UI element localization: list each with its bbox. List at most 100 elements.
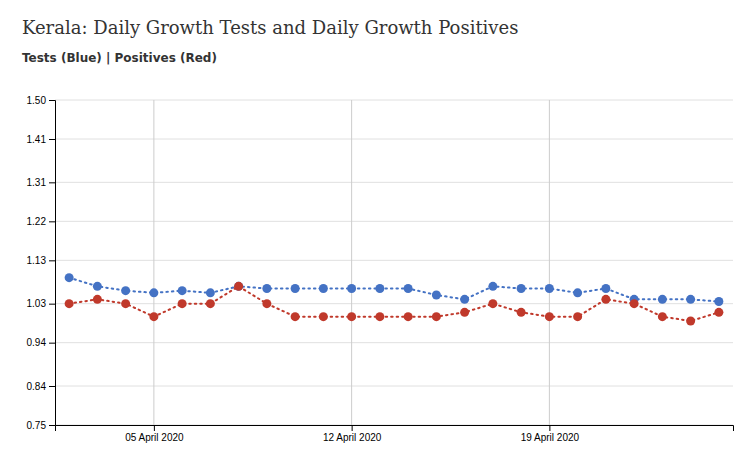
y-tick: 0.84 bbox=[27, 381, 55, 392]
point bbox=[714, 308, 723, 317]
y-tick: 1.13 bbox=[27, 255, 55, 266]
y-tick: 1.41 bbox=[27, 134, 55, 145]
point bbox=[234, 282, 243, 291]
y-tick: 1.22 bbox=[27, 216, 55, 227]
point bbox=[93, 282, 102, 291]
y-tick-label: 1.13 bbox=[27, 255, 47, 266]
series-line bbox=[69, 278, 719, 302]
chart-container: Kerala: Daily Growth Tests and Daily Gro… bbox=[0, 0, 753, 465]
series-line bbox=[69, 286, 719, 321]
point bbox=[347, 284, 356, 293]
series bbox=[65, 273, 724, 306]
point bbox=[121, 299, 130, 308]
y-tick: 0.75 bbox=[27, 420, 55, 431]
x-tick: 05 April 2020 bbox=[125, 425, 184, 443]
point bbox=[686, 295, 695, 304]
y-tick: 0.94 bbox=[27, 337, 55, 348]
x-tick-mark bbox=[549, 425, 550, 431]
week-line bbox=[153, 100, 154, 425]
point bbox=[65, 273, 74, 282]
week-line bbox=[549, 100, 550, 425]
point bbox=[262, 284, 271, 293]
point bbox=[460, 308, 469, 317]
point bbox=[432, 312, 441, 321]
y-tick-mark bbox=[49, 182, 55, 183]
title: Kerala: Daily Growth Tests and Daily Gro… bbox=[22, 17, 518, 38]
y-tick-label: 0.94 bbox=[27, 337, 47, 348]
y-axis-line bbox=[49, 101, 56, 426]
grid-line bbox=[55, 386, 733, 387]
x-tick: 19 April 2020 bbox=[521, 425, 580, 443]
y-tick: 1.03 bbox=[27, 298, 55, 309]
y-tick: 1.50 bbox=[27, 95, 55, 106]
point bbox=[319, 284, 328, 293]
grid-line bbox=[55, 100, 733, 101]
point bbox=[686, 317, 695, 326]
grid bbox=[55, 100, 733, 425]
point bbox=[291, 284, 300, 293]
point bbox=[121, 286, 130, 295]
x-tick-label: 12 April 2020 bbox=[323, 432, 382, 443]
point bbox=[206, 299, 215, 308]
point bbox=[714, 297, 723, 306]
y-tick-label: 0.75 bbox=[27, 420, 47, 431]
x-tick-mark bbox=[154, 425, 155, 431]
y-axis: 0.75 0.84 0.94 1.03 1.13 1.22 1.31 1.41 1.50 bbox=[27, 95, 56, 431]
point bbox=[291, 312, 300, 321]
point bbox=[658, 312, 667, 321]
y-tick-label: 1.50 bbox=[27, 95, 47, 106]
y-tick: 1.31 bbox=[27, 177, 55, 188]
point bbox=[93, 295, 102, 304]
point bbox=[375, 312, 384, 321]
point bbox=[149, 288, 158, 297]
point bbox=[178, 299, 187, 308]
week-line bbox=[351, 100, 352, 425]
y-tick-mark bbox=[49, 304, 55, 305]
x-tick-mark bbox=[352, 425, 353, 431]
y-tick-mark bbox=[49, 139, 55, 140]
grid-line bbox=[55, 139, 733, 140]
y-tick-label: 1.22 bbox=[27, 216, 47, 227]
point bbox=[630, 299, 639, 308]
grid-line bbox=[55, 221, 733, 222]
point bbox=[601, 295, 610, 304]
chart-svg: Kerala: Daily Growth Tests and Daily Gro… bbox=[0, 0, 753, 465]
point bbox=[65, 299, 74, 308]
point bbox=[460, 295, 469, 304]
point bbox=[432, 291, 441, 300]
y-tick-mark bbox=[49, 343, 55, 344]
point bbox=[488, 282, 497, 291]
y-tick-mark bbox=[49, 386, 55, 387]
point bbox=[601, 284, 610, 293]
point bbox=[404, 312, 413, 321]
point bbox=[206, 288, 215, 297]
y-tick-mark bbox=[49, 260, 55, 261]
grid-line bbox=[55, 342, 733, 343]
point bbox=[573, 312, 582, 321]
y-tick-mark bbox=[49, 425, 55, 426]
point bbox=[545, 312, 554, 321]
x-tick: 12 April 2020 bbox=[323, 425, 382, 443]
series bbox=[65, 282, 724, 326]
grid-line bbox=[55, 182, 733, 183]
point bbox=[178, 286, 187, 295]
point bbox=[404, 284, 413, 293]
point bbox=[488, 299, 497, 308]
plot-area: 0.75 0.84 0.94 1.03 1.13 1.22 1.31 1.41 1.50 05 A… bbox=[27, 95, 734, 443]
y-tick-mark bbox=[49, 221, 55, 222]
point bbox=[375, 284, 384, 293]
y-tick-label: 1.31 bbox=[27, 177, 47, 188]
grid-line bbox=[55, 260, 733, 261]
y-tick-label: 1.41 bbox=[27, 134, 47, 145]
point bbox=[149, 312, 158, 321]
point bbox=[545, 284, 554, 293]
point bbox=[234, 282, 243, 291]
x-tick-label: 05 April 2020 bbox=[125, 432, 184, 443]
subtitle: Tests (Blue) | Positives (Red) bbox=[22, 51, 217, 65]
point bbox=[658, 295, 667, 304]
y-tick-mark bbox=[49, 100, 55, 101]
point bbox=[319, 312, 328, 321]
point bbox=[262, 299, 271, 308]
x-axis: 05 April 2020 12 April 2020 19 April 2020 bbox=[56, 425, 734, 443]
point bbox=[347, 312, 356, 321]
